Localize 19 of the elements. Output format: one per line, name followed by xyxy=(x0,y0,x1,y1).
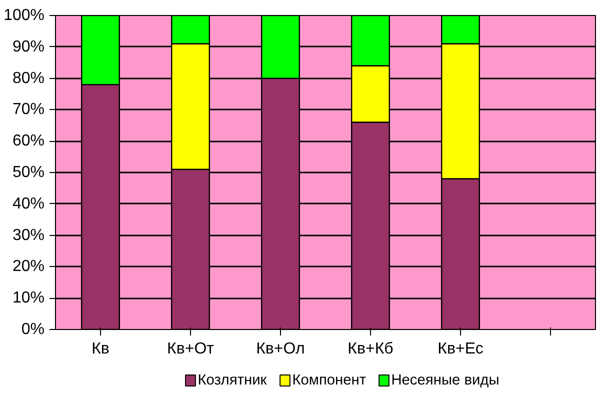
x-tick-label: Кв+От xyxy=(167,340,215,358)
y-tick-label: 10% xyxy=(12,290,45,307)
legend-label: Компонент xyxy=(292,372,366,388)
x-tick-label: Кв+Кб xyxy=(348,340,394,358)
y-tick-label: 60% xyxy=(12,132,45,150)
y-tick-label: 80% xyxy=(12,70,45,87)
y-tick-label: 30% xyxy=(12,226,45,244)
y-tick-label: 40% xyxy=(12,195,45,212)
x-tick-label: Кв+Ол xyxy=(256,340,305,358)
y-tick-label: 70% xyxy=(12,101,45,118)
y-tick-label: 50% xyxy=(12,164,45,181)
y-tick-label: 0% xyxy=(21,321,44,338)
x-tick-label: Кв xyxy=(92,340,110,358)
y-tick-label: 100% xyxy=(4,7,44,24)
y-tick-label: 20% xyxy=(12,258,45,276)
legend-label: Несеяные виды xyxy=(391,372,500,388)
y-tick-label: 90% xyxy=(12,38,45,56)
legend-label: Козлятник xyxy=(198,372,268,388)
x-tick-label: Кв+Ес xyxy=(438,340,484,358)
